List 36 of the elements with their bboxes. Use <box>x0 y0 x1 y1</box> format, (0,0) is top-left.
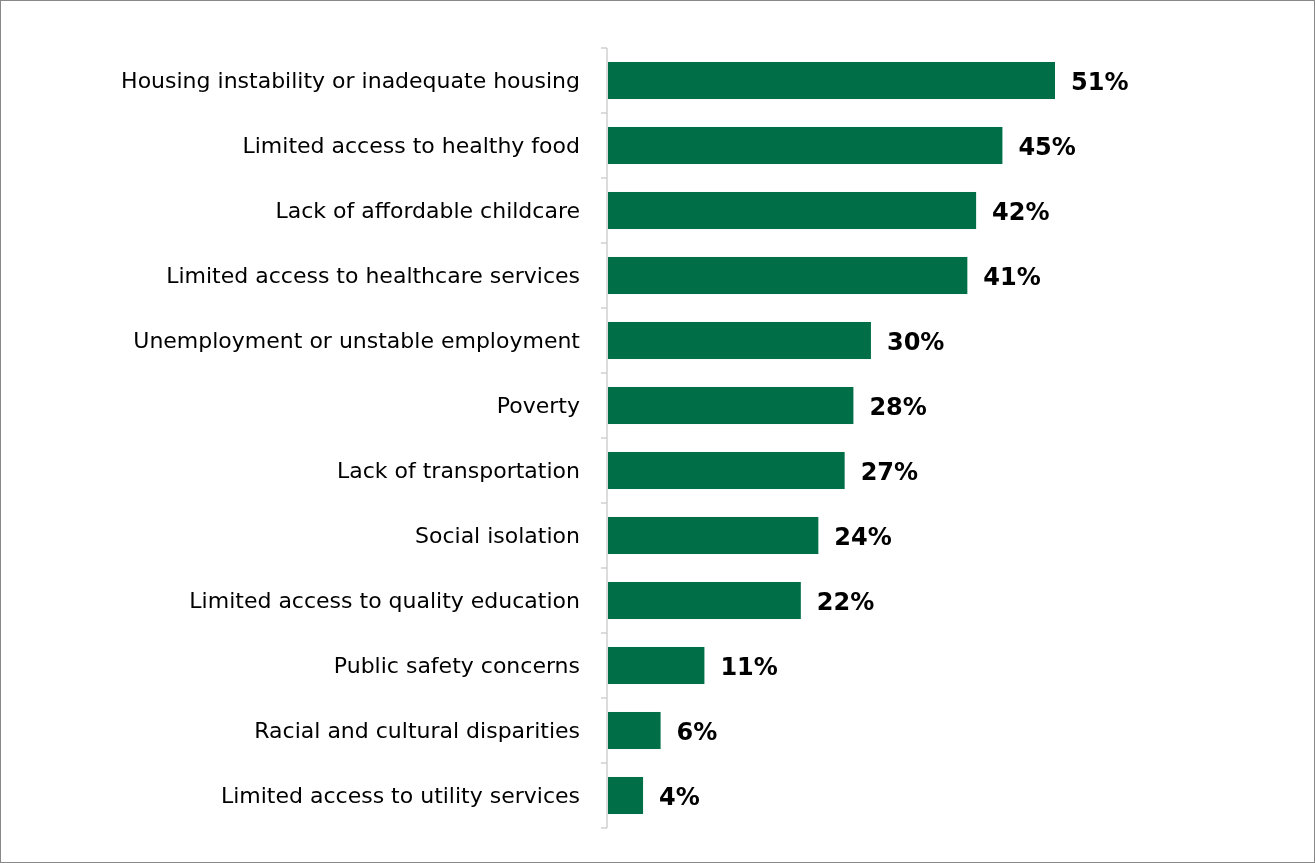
y-tick-label: Limited access to healthy food <box>242 133 580 159</box>
bar <box>608 126 1003 165</box>
y-tick-label: Social isolation <box>415 523 580 549</box>
y-tick-label: Lack of transportation <box>336 458 580 484</box>
data-label: 41% <box>983 262 1041 291</box>
bar <box>608 581 801 620</box>
y-tick-label: Lack of affordable childcare <box>275 198 580 224</box>
data-label: 6% <box>676 717 718 746</box>
bar <box>608 191 977 230</box>
bar <box>608 386 854 425</box>
y-tick-label: Limited access to healthcare services <box>166 263 580 289</box>
data-label: 4% <box>659 782 700 811</box>
data-label: 42% <box>992 197 1050 226</box>
data-label: 30% <box>886 327 945 356</box>
data-label: 24% <box>834 522 892 551</box>
data-label: 28% <box>869 392 927 421</box>
bar <box>608 776 644 815</box>
data-label: 51% <box>1071 67 1129 96</box>
data-label: 22% <box>816 587 875 616</box>
data-label: 45% <box>1018 132 1076 161</box>
bar <box>608 711 661 750</box>
bar <box>608 451 845 490</box>
bar <box>608 516 819 555</box>
bar <box>608 256 968 295</box>
y-tick-label: Limited access to utility services <box>220 783 580 809</box>
bar <box>608 646 705 685</box>
data-label: 11% <box>720 652 778 681</box>
y-tick-label: Housing instability or inadequate housing <box>121 68 580 94</box>
data-label: 27% <box>860 457 919 486</box>
y-tick-label: Racial and cultural disparities <box>254 718 580 744</box>
y-tick-label: Public safety concerns <box>333 653 580 679</box>
y-tick-label: Poverty <box>496 393 580 419</box>
bar <box>608 61 1055 100</box>
y-tick-label: Limited access to quality education <box>189 588 580 614</box>
bar <box>608 321 871 360</box>
y-tick-label: Unemployment or unstable employment <box>133 328 581 354</box>
